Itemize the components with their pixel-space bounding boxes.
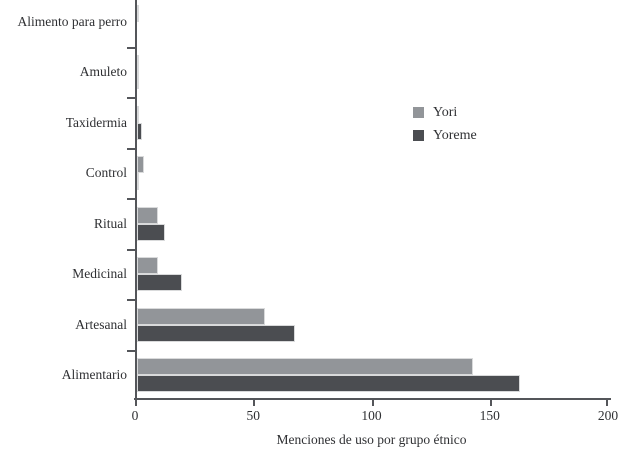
x-axis	[134, 398, 611, 400]
bar-yoreme-8	[137, 375, 521, 392]
bar-yoreme-4	[137, 173, 140, 190]
bar-yoreme-5	[137, 223, 166, 241]
x-axis-title: Menciones de uso por grupo étnico	[276, 432, 467, 447]
category-label: Medicinal	[72, 266, 127, 281]
legend-item-yoreme: Yoreme	[413, 128, 477, 143]
plot-area	[127, 0, 611, 406]
y-axis-tick	[127, 248, 135, 251]
y-axis-tick	[127, 299, 135, 301]
bar-yori-8	[137, 358, 473, 375]
x-axis-tick	[606, 400, 608, 406]
x-axis-tick	[253, 400, 256, 406]
category-label: Alimentario	[61, 367, 127, 382]
x-tick-label: 200	[597, 408, 619, 423]
bar-yoreme-2	[137, 72, 140, 89]
category-label: Artesanal	[75, 316, 127, 332]
x-axis-tick	[371, 400, 374, 406]
legend: Yori Yoreme	[413, 105, 477, 151]
bar-yoreme-3	[137, 122, 142, 140]
x-tick-label: 0	[131, 408, 139, 423]
x-axis-tick	[489, 400, 492, 406]
y-axis-tick	[127, 349, 135, 352]
legend-label-yori: Yori	[433, 105, 458, 120]
legend-swatch-yoreme	[413, 130, 424, 141]
legend-swatch-yori	[413, 107, 424, 118]
bar-yori-7	[137, 307, 265, 325]
legend-item-yori: Yori	[413, 105, 477, 120]
category-label: Alimento para perro	[17, 13, 127, 29]
bar-yori-3	[137, 105, 140, 123]
bar-yoreme-7	[137, 324, 296, 342]
y-axis-tick	[127, 46, 135, 49]
bar-yori-6	[137, 257, 159, 274]
x-tick-label: 50	[246, 408, 261, 423]
y-axis-tick	[127, 198, 135, 200]
bar-yori-5	[137, 206, 159, 224]
bar-yoreme-6	[137, 274, 182, 291]
bar-yori-2	[137, 55, 140, 72]
category-label: Ritual	[94, 215, 127, 231]
y-axis-tick	[127, 97, 135, 99]
y-axis	[135, 0, 137, 400]
category-label: Control	[85, 165, 127, 180]
legend-label-yoreme: Yoreme	[433, 128, 477, 143]
category-label: Taxidermia	[65, 114, 127, 130]
y-axis-tick	[127, 147, 135, 150]
x-tick-label: 150	[479, 408, 500, 423]
bar-yori-1	[137, 4, 140, 22]
x-tick-label: 100	[361, 408, 382, 423]
x-axis-tick	[135, 400, 137, 406]
bar-yori-4	[137, 156, 145, 173]
category-label: Amuleto	[79, 64, 127, 79]
